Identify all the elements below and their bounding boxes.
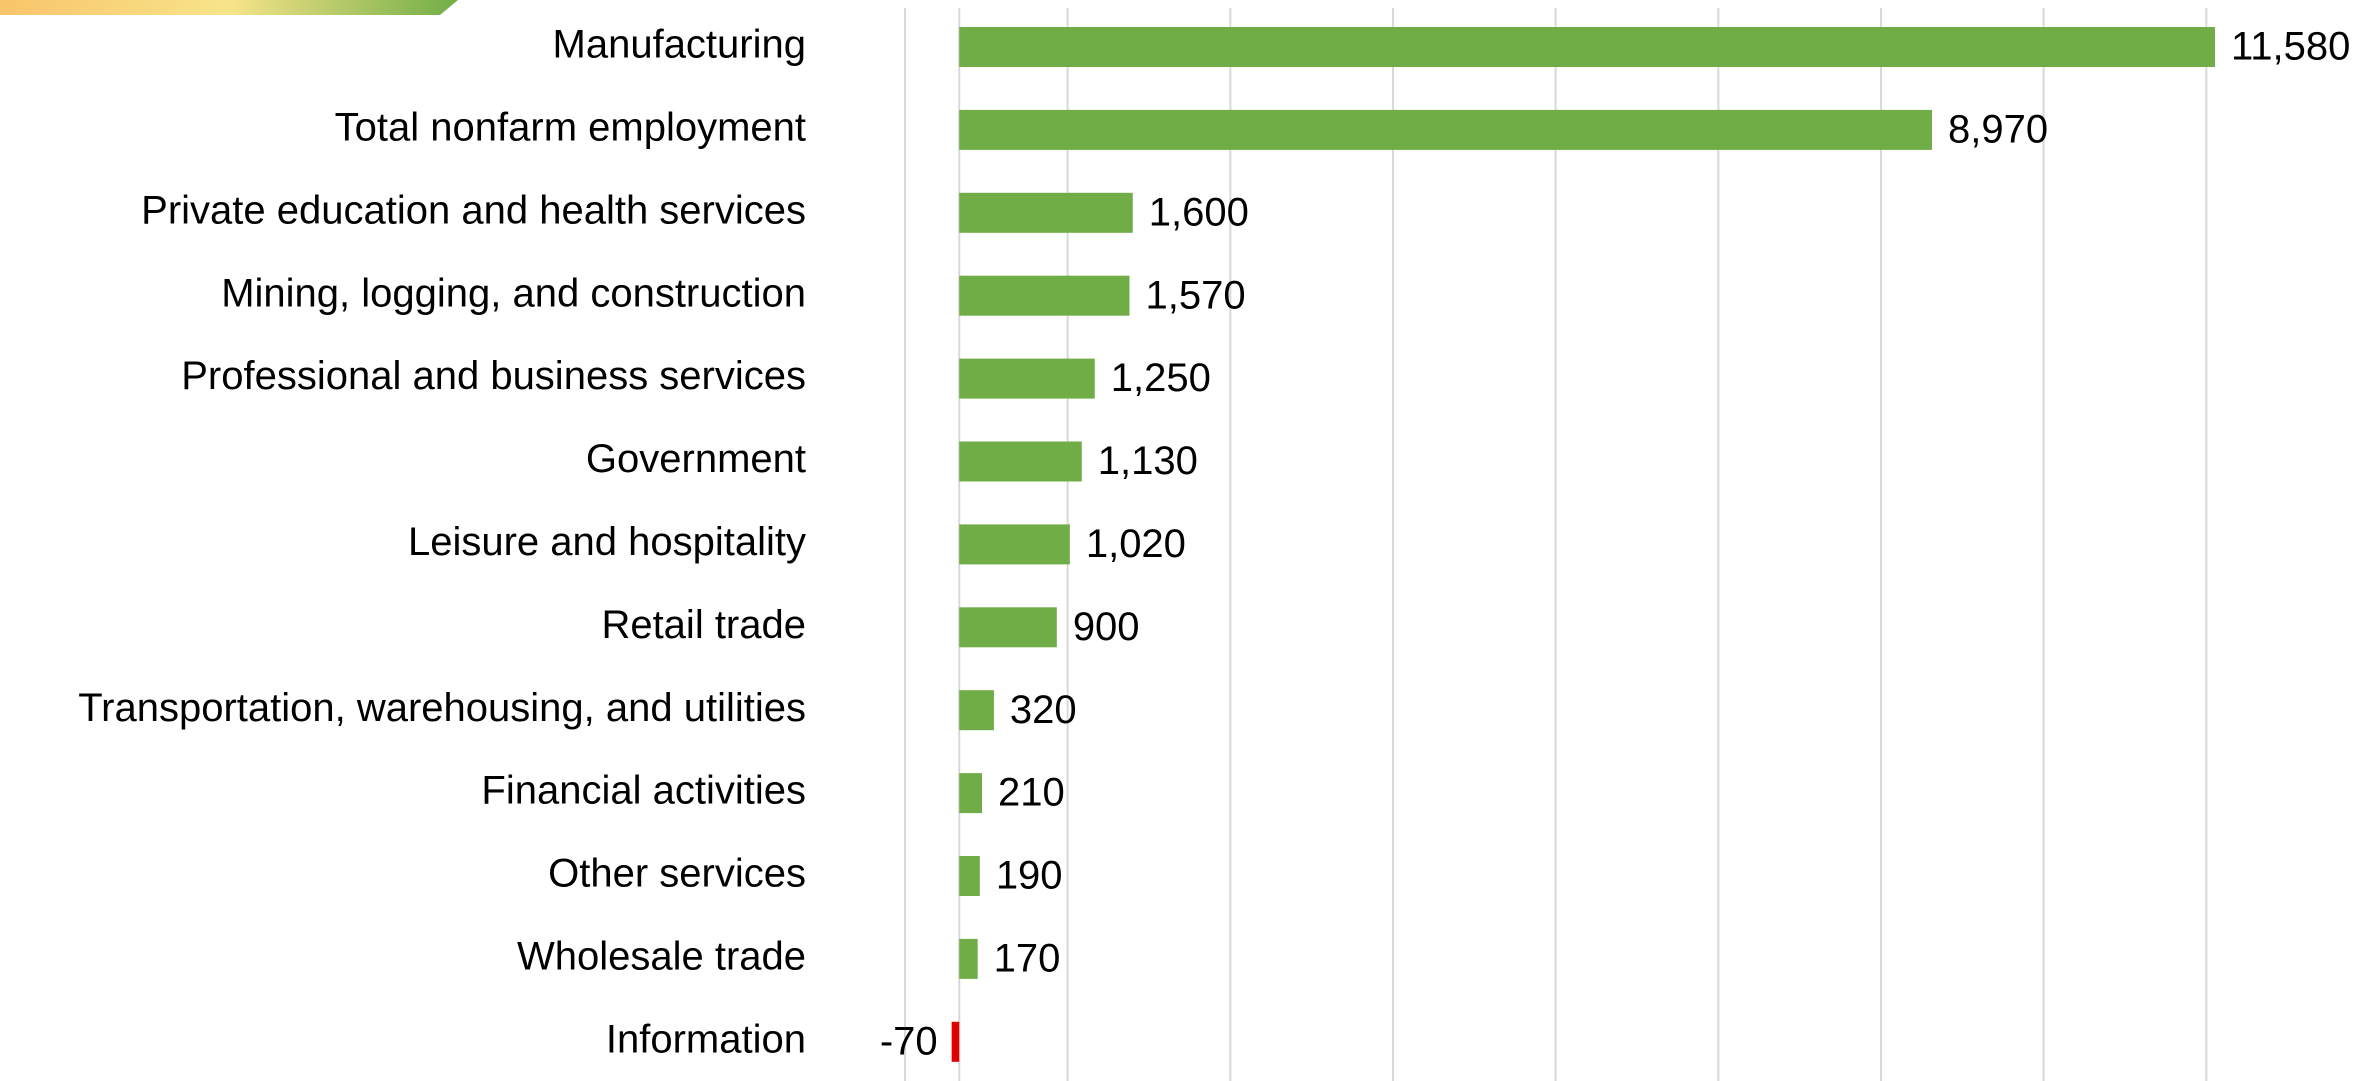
bar <box>951 1021 960 1062</box>
bar <box>959 192 1133 233</box>
y-tick-label: Transportation, warehousing, and utiliti… <box>78 686 806 730</box>
bar <box>959 109 1932 150</box>
data-label: 1,570 <box>1145 273 1245 317</box>
y-tick-label: Retail trade <box>601 603 806 647</box>
y-tick-label: Government <box>586 437 806 481</box>
data-label: 190 <box>996 854 1063 898</box>
bar <box>959 607 1057 648</box>
bar <box>959 358 1095 399</box>
y-tick-label: Private education and health services <box>141 188 806 232</box>
bar <box>959 773 982 814</box>
bar <box>959 938 978 979</box>
data-label: 1,250 <box>1111 356 1211 400</box>
y-tick-label: Total nonfarm employment <box>335 105 806 149</box>
data-label: 170 <box>994 936 1061 980</box>
bar <box>959 856 980 896</box>
data-label: 11,580 <box>2231 25 2350 69</box>
data-label: 1,130 <box>1098 439 1198 483</box>
y-tick-label: Professional and business services <box>181 354 806 398</box>
data-label: -70 <box>880 1019 938 1063</box>
bar <box>959 275 1130 316</box>
data-label: 1,020 <box>1086 522 1186 566</box>
y-tick-label: Mining, logging, and construction <box>221 271 806 315</box>
y-tick-label: Wholesale trade <box>517 934 806 978</box>
decor-strip <box>0 0 458 15</box>
data-label: 210 <box>998 771 1065 815</box>
y-tick-label: Information <box>606 1017 806 1061</box>
y-tick-label: Financial activities <box>481 769 806 813</box>
bar <box>959 441 1082 482</box>
bar <box>959 690 994 731</box>
y-tick-label: Leisure and hospitality <box>408 520 806 564</box>
bar <box>959 524 1070 565</box>
data-label: 1,600 <box>1149 190 1249 234</box>
data-label: 320 <box>1010 688 1077 732</box>
y-tick-label: Manufacturing <box>553 23 806 67</box>
y-tick-label: Other services <box>548 852 806 896</box>
data-label: 900 <box>1073 605 1140 649</box>
data-label: 8,970 <box>1948 107 2048 151</box>
bar <box>959 27 2216 67</box>
